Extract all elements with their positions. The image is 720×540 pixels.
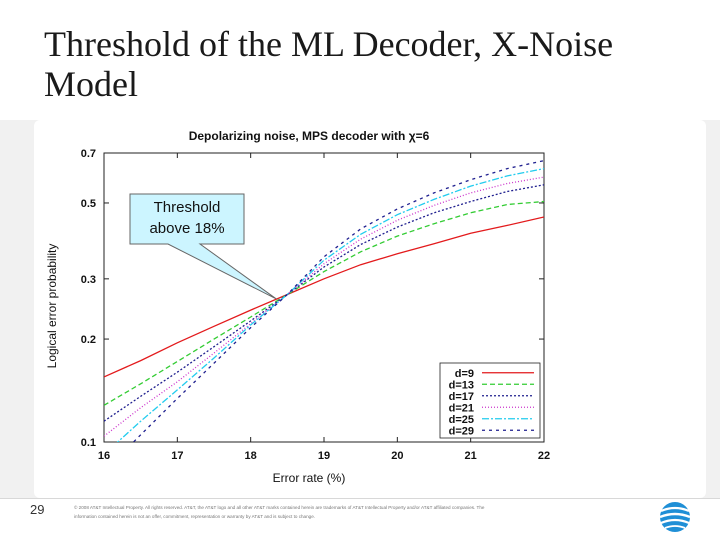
series-line-d-9 [104, 216, 544, 378]
footer-disclaimer: © 2008 AT&T Intellectual Property. All r… [74, 505, 485, 519]
legend-label: d=9 [455, 368, 474, 380]
legend-label: d=17 [449, 391, 474, 403]
x-tick-label: 16 [98, 450, 110, 462]
callout-line-2: above 18% [149, 220, 224, 237]
y-tick-label: 0.5 [81, 198, 96, 210]
x-tick-label: 18 [245, 450, 257, 462]
y-tick-label: 0.2 [81, 334, 96, 346]
x-tick-label: 20 [391, 450, 403, 462]
callout-bubble [129, 193, 277, 300]
series-line-d-13 [104, 200, 544, 406]
legend-label: d=29 [449, 425, 474, 437]
series-line-d-17 [104, 184, 544, 422]
legend: d=9d=13d=17d=21d=25d=29 [439, 362, 541, 439]
chart: Depolarizing noise, MPS decoder with χ=6… [45, 129, 550, 485]
x-axis-label: Error rate (%) [273, 471, 346, 485]
page-title: Threshold of the ML Decoder, X-Noise Mod… [44, 24, 614, 104]
callout-line-1: Threshold [154, 199, 221, 216]
plot-panel [34, 120, 706, 498]
page-number: 29 [30, 502, 45, 517]
y-tick-label: 0.3 [81, 274, 96, 286]
x-tick-label: 19 [318, 450, 330, 462]
x-tick-label: 22 [538, 450, 550, 462]
y-axis-label: Logical error probability [45, 244, 59, 369]
x-tick-label: 17 [171, 450, 183, 462]
series-lines [104, 159, 544, 442]
chart-title: Depolarizing noise, MPS decoder with χ=6 [189, 129, 430, 143]
x-tick-label: 21 [465, 450, 477, 462]
series-line-d-21 [104, 176, 544, 437]
att-globe-icon [659, 502, 691, 532]
legend-label: d=25 [449, 414, 474, 426]
threshold-callout: Threshold above 18% [129, 193, 277, 300]
series-line-d-25 [116, 167, 544, 442]
y-tick-label: 0.1 [81, 437, 96, 449]
y-tick-label: 0.7 [81, 148, 96, 160]
legend-label: d=13 [449, 379, 474, 391]
legend-label: d=21 [449, 402, 474, 414]
axis-ticks: 16 17 18 19 20 21 22 0.1 0.2 0.3 0.5 0.7 [81, 148, 550, 462]
legend-box [439, 362, 541, 439]
footer-divider [0, 498, 720, 499]
